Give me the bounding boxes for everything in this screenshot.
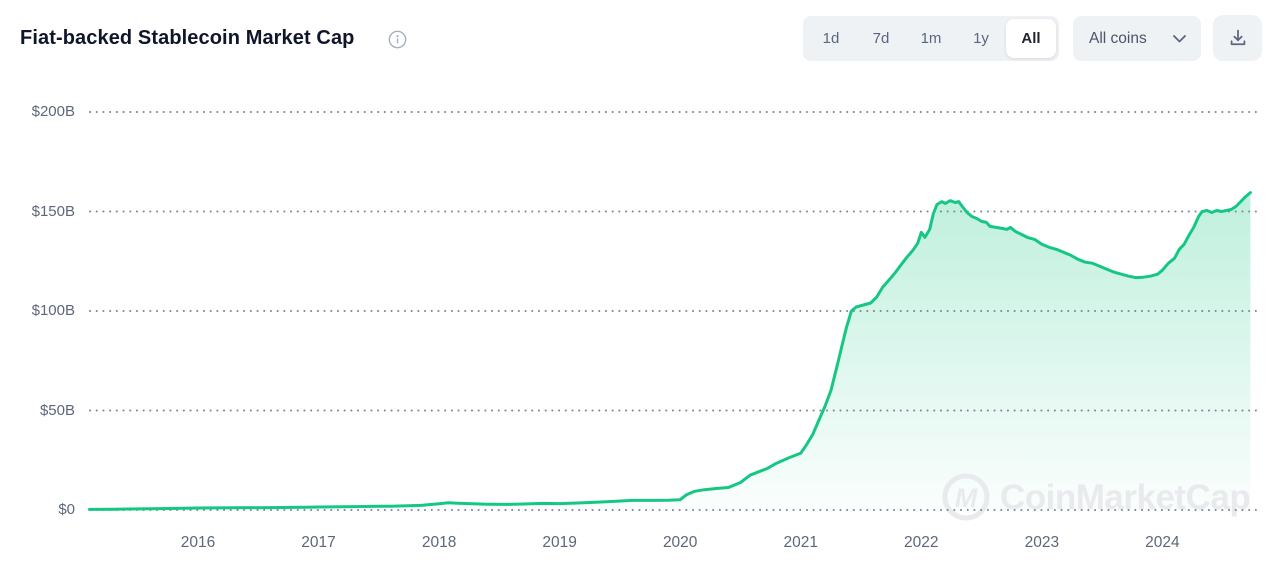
download-button[interactable]	[1213, 15, 1262, 61]
chevron-down-icon	[1173, 34, 1186, 42]
time-range-all[interactable]: All	[1006, 19, 1056, 58]
x-axis-tick-label: 2018	[421, 534, 457, 551]
time-range-1y[interactable]: 1y	[973, 30, 989, 47]
x-axis-tick-label: 2021	[783, 534, 818, 551]
time-range-7d[interactable]: 7d	[872, 30, 890, 47]
info-circle-icon[interactable]	[388, 30, 407, 49]
time-range-selector: 1d 7d 1m 1y All	[803, 16, 1059, 61]
coins-filter-dropdown[interactable]: All coins	[1073, 16, 1201, 61]
coins-filter-label: All coins	[1089, 29, 1147, 47]
x-axis-tick-label: 2019	[542, 534, 577, 551]
x-axis-tick-label: 2017	[301, 534, 336, 551]
x-axis-tick-label: 2024	[1145, 534, 1180, 551]
y-axis-tick-label: $200B	[31, 103, 75, 120]
x-axis-tick-label: 2016	[180, 534, 216, 551]
watermark-text: CoinMarketCap	[1000, 478, 1250, 517]
y-axis-tick-label: $100B	[31, 302, 75, 319]
area-fill	[89, 192, 1251, 510]
y-axis-tick-label: $50B	[39, 401, 75, 419]
x-axis-tick-label: 2023	[1024, 534, 1060, 551]
download-icon	[1230, 29, 1245, 46]
time-range-1d[interactable]: 1d	[822, 30, 840, 47]
time-range-1m[interactable]: 1m	[920, 30, 942, 47]
y-axis-tick-label: $0	[58, 501, 75, 518]
coinmarketcap-logo-icon: M	[955, 483, 978, 513]
header: Fiat-backed Stablecoin Market Cap 1d 7d 1m…	[0, 0, 1280, 76]
marketcap-line	[88, 191, 1252, 511]
x-axis-tick-label: 2020	[662, 534, 698, 551]
x-axis-tick-label: 2022	[904, 534, 939, 551]
page-title: Fiat-backed Stablecoin Market Cap	[20, 27, 355, 49]
y-axis-tick-label: $150B	[31, 202, 75, 220]
